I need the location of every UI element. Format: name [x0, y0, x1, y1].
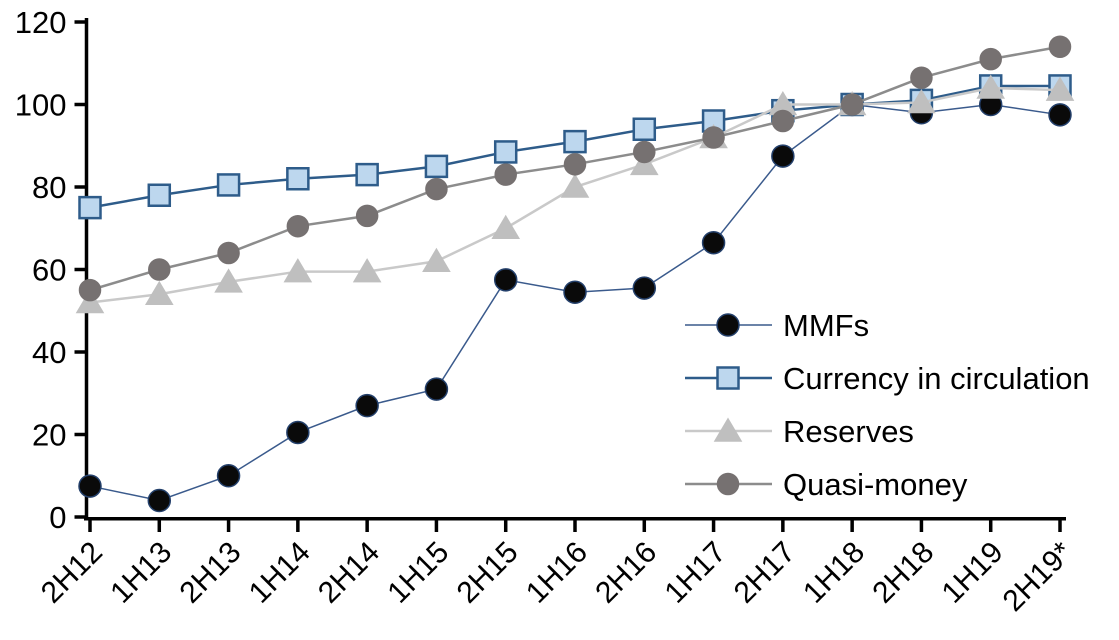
legend-label: Quasi-money: [783, 467, 968, 502]
legend: MMFs Currency in circulation Reserves Quasi…: [685, 308, 1090, 502]
x-tick-label: 2H16: [589, 536, 663, 610]
triangle-marker-icon: [976, 74, 1006, 99]
circle-marker-icon: [286, 214, 310, 238]
circle-marker-icon: [147, 488, 172, 513]
y-tick-label: 120: [15, 5, 67, 40]
y-tick-label: 80: [32, 170, 66, 205]
circle-marker-icon: [78, 474, 102, 498]
circle-marker-icon: [1048, 35, 1072, 58]
circle-marker-icon: [424, 377, 449, 401]
x-tick-label: 1H19: [936, 536, 1010, 610]
triangle-marker-icon: [75, 289, 105, 314]
square-marker-icon: [632, 117, 657, 141]
square-marker-icon: [78, 195, 102, 220]
y-tick-label: 60: [32, 253, 66, 288]
circle-marker-icon: [632, 276, 657, 300]
triangle-marker-icon: [491, 214, 521, 239]
square-marker-icon: [716, 366, 740, 390]
circle-marker-icon: [216, 464, 241, 488]
x-tick-label: 2H19*: [997, 535, 1080, 618]
triangle-marker-icon: [1045, 76, 1075, 101]
square-marker-icon: [424, 154, 449, 179]
square-marker-icon: [493, 140, 518, 164]
legend-label: Currency in circulation: [783, 361, 1090, 396]
circle-marker-icon: [910, 66, 933, 89]
x-tick-label: 1H18: [797, 536, 871, 610]
x-tick-label: 1H15: [381, 536, 455, 610]
triangle-marker-icon: [907, 88, 936, 114]
circle-marker-icon: [979, 47, 1002, 71]
circle-marker-icon: [78, 278, 102, 302]
legend-item-quasi-money: Quasi-money: [685, 467, 968, 502]
circle-marker-icon: [286, 420, 310, 445]
circle-marker-icon: [771, 109, 795, 133]
circle-marker-icon: [425, 177, 448, 201]
circle-marker-icon: [563, 153, 587, 176]
triangle-marker-icon: [144, 280, 174, 305]
triangle-marker-icon: [422, 247, 451, 272]
x-tick-label: 2H12: [35, 536, 109, 610]
circle-marker-icon: [633, 140, 656, 164]
circle-marker-icon: [355, 204, 379, 228]
square-marker-icon: [286, 167, 310, 191]
circle-marker-icon: [563, 280, 587, 304]
square-marker-icon: [147, 183, 172, 207]
circle-marker-icon: [148, 258, 171, 281]
triangle-marker-icon: [283, 258, 313, 283]
x-tick-label: 1H13: [104, 536, 178, 610]
legend-label: Reserves: [783, 414, 914, 449]
legend-item-reserves: Reserves: [685, 414, 914, 449]
legend-label: MMFs: [783, 308, 869, 343]
y-tick-label: 40: [32, 335, 66, 370]
circle-marker-icon: [771, 144, 795, 168]
circle-marker-icon: [1048, 103, 1072, 127]
circle-marker-icon: [493, 268, 518, 292]
square-marker-icon: [216, 173, 241, 197]
circle-marker-icon: [840, 93, 864, 116]
circle-marker-icon: [716, 313, 740, 337]
y-tick-label: 20: [32, 418, 66, 453]
triangle-marker-icon: [560, 173, 590, 198]
x-tick-label: 2H13: [173, 536, 247, 610]
circle-marker-icon: [716, 472, 740, 496]
circle-marker-icon: [701, 230, 726, 255]
x-tick-label: 2H18: [866, 536, 940, 610]
legend-item-currency-in-circulation: Currency in circulation: [685, 361, 1090, 396]
triangle-marker-icon: [629, 150, 659, 176]
y-tick-label: 100: [15, 88, 67, 123]
triangle-marker-icon: [214, 268, 243, 293]
x-tick-label: 2H15: [451, 536, 525, 610]
y-tick-label: 0: [49, 500, 66, 535]
triangle-marker-icon: [713, 417, 743, 442]
triangle-marker-icon: [352, 258, 382, 283]
legend-item-mmfs: MMFs: [685, 308, 869, 343]
circle-marker-icon: [702, 126, 725, 149]
x-tick-label: 1H16: [520, 536, 594, 610]
circle-marker-icon: [217, 241, 240, 265]
x-tick-label: 1H17: [658, 536, 732, 610]
series-quasi-money: [78, 35, 1072, 302]
circle-marker-icon: [494, 163, 517, 186]
x-tick-label: 2H17: [728, 536, 802, 610]
x-tick-label: 1H14: [243, 536, 317, 610]
square-marker-icon: [355, 162, 379, 187]
square-marker-icon: [563, 129, 587, 154]
circle-marker-icon: [355, 393, 379, 418]
x-tick-label: 2H14: [312, 536, 386, 610]
